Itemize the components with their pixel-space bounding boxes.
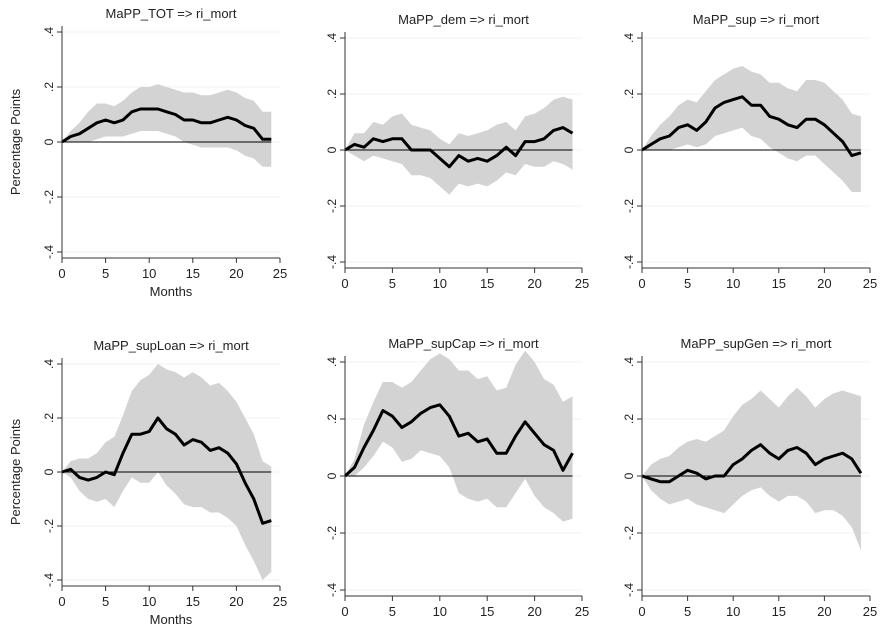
y-tick-label: -.4: [622, 255, 636, 269]
x-tick-label: 25: [863, 276, 877, 291]
chart-title: MaPP_supLoan => ri_mort: [93, 338, 249, 353]
chart-panel-5: MaPP_supCap => ri_mort -.4 -.2 0 .2 .4 0 5 10 15 2…: [300, 318, 590, 630]
y-tick-label: .4: [622, 33, 636, 43]
x-tick-label: 10: [433, 276, 447, 291]
y-tick-label: -.2: [622, 526, 636, 540]
chart-panel-3: MaPP_sup => ri_mort -.4 -.2 0 .2 .4 0 5 10 15 20 25: [600, 0, 880, 315]
y-tick-label: -.2: [42, 519, 56, 533]
x-tick-label: 25: [575, 604, 589, 619]
y-tick-label: -.4: [42, 245, 56, 259]
x-tick-label: 15: [772, 604, 786, 619]
y-tick-label: .2: [42, 82, 56, 92]
y-tick-label: .4: [622, 357, 636, 367]
y-tick-label: .4: [42, 359, 56, 369]
chart-title: MaPP_TOT => ri_mort: [105, 6, 236, 21]
confidence-band: [642, 387, 861, 551]
y-tick-label: -.2: [622, 199, 636, 213]
x-tick-label: 15: [186, 594, 200, 609]
x-tick-label: 0: [638, 604, 645, 619]
x-tick-label: 5: [102, 266, 109, 281]
x-tick-label: 5: [684, 276, 691, 291]
y-tick-label: -.4: [325, 255, 339, 269]
x-tick-label: 10: [433, 604, 447, 619]
response-line: [641, 95, 862, 158]
response-line: [61, 107, 272, 144]
x-tick-label: 10: [726, 604, 740, 619]
y-tick-label: .2: [42, 413, 56, 423]
x-tick-label: 20: [527, 604, 541, 619]
x-tick-label: 15: [480, 604, 494, 619]
chart-svg: MaPP_supLoan => ri_mort -.4 -.2 0 .2 .4 0 5 10 15…: [8, 338, 287, 627]
chart-title: MaPP_dem => ri_mort: [398, 12, 529, 27]
x-tick-label: 5: [389, 276, 396, 291]
y-tick-label: 0: [42, 138, 56, 145]
x-tick-label: 25: [273, 266, 287, 281]
x-tick-label: 20: [527, 276, 541, 291]
x-tick-label: 20: [817, 604, 831, 619]
y-tick-label: .4: [325, 357, 339, 367]
chart-svg: MaPP_sup => ri_mort -.4 -.2 0 .2 .4 0 5 10 15 20 25: [622, 12, 877, 291]
chart-title: MaPP_supCap => ri_mort: [388, 336, 539, 351]
x-tick-label: 15: [480, 276, 494, 291]
chart-svg: MaPP_supGen => ri_mort -.4 -.2 0 .2 .4 0 5 10 15 2…: [622, 336, 877, 619]
x-tick-label: 5: [684, 604, 691, 619]
x-tick-label: 10: [142, 266, 156, 281]
y-tick-label: 0: [622, 146, 636, 153]
y-tick-label: .2: [325, 89, 339, 99]
chart-svg: MaPP_supCap => ri_mort -.4 -.2 0 .2 .4 0 5 10 15 2…: [325, 336, 589, 619]
x-tick-label: 20: [229, 266, 243, 281]
x-tick-label: 20: [817, 276, 831, 291]
x-tick-label: 0: [58, 594, 65, 609]
y-tick-label: .2: [622, 414, 636, 424]
y-tick-label: 0: [42, 468, 56, 475]
y-axis-label: Percentage Points: [8, 418, 23, 525]
response-line: [641, 443, 863, 484]
chart-title: MaPP_supGen => ri_mort: [680, 336, 831, 351]
y-tick-label: 0: [325, 146, 339, 153]
response-line: [61, 416, 272, 525]
y-tick-label: -.4: [42, 573, 56, 587]
y-tick-label: 0: [622, 472, 636, 479]
x-tick-label: 20: [229, 594, 243, 609]
y-tick-label: -.4: [325, 583, 339, 597]
chart-panel-1: MaPP_TOT => ri_mort -.4 -.2 0 .2 .4 0 5 10 15 20 25…: [0, 0, 290, 315]
x-tick-label: 10: [142, 594, 156, 609]
x-tick-label: 25: [575, 276, 589, 291]
y-tick-label: -.2: [42, 190, 56, 204]
y-tick-label: .2: [325, 414, 339, 424]
y-tick-label: -.2: [325, 526, 339, 540]
chart-panel-2: MaPP_dem => ri_mort -.4 -.2 0 .2 .4 0 5 10 15 20 25: [300, 0, 590, 315]
x-axis-label: Months: [150, 284, 193, 299]
confidence-band: [62, 84, 272, 167]
x-tick-label: 0: [341, 276, 348, 291]
x-tick-label: 0: [58, 266, 65, 281]
y-tick-label: -.4: [622, 583, 636, 597]
x-tick-label: 5: [102, 594, 109, 609]
y-tick-label: .2: [622, 89, 636, 99]
y-tick-label: -.2: [325, 199, 339, 213]
x-tick-label: 10: [726, 276, 740, 291]
chart-svg: MaPP_TOT => ri_mort -.4 -.2 0 .2 .4 0 5 10 15 20 25…: [8, 6, 287, 299]
response-line: [344, 126, 574, 169]
y-axis-label: Percentage Points: [8, 88, 23, 195]
x-tick-label: 25: [273, 594, 287, 609]
chart-svg: MaPP_dem => ri_mort -.4 -.2 0 .2 .4 0 5 10 15 20 25: [325, 12, 589, 291]
x-tick-label: 15: [772, 276, 786, 291]
chart-panel-6: MaPP_supGen => ri_mort -.4 -.2 0 .2 .4 0 5 10 15 2…: [600, 318, 880, 630]
x-axis-label: Months: [150, 612, 193, 627]
y-tick-label: .4: [42, 27, 56, 37]
response-line: [343, 403, 574, 478]
y-tick-label: 0: [325, 472, 339, 479]
confidence-band: [345, 96, 573, 195]
x-tick-label: 0: [638, 276, 645, 291]
confidence-band: [642, 66, 861, 192]
x-tick-label: 15: [186, 266, 200, 281]
x-tick-label: 0: [341, 604, 348, 619]
x-tick-label: 5: [389, 604, 396, 619]
chart-title: MaPP_sup => ri_mort: [693, 12, 820, 27]
x-tick-label: 25: [863, 604, 877, 619]
y-tick-label: .4: [325, 33, 339, 43]
chart-panel-4: MaPP_supLoan => ri_mort -.4 -.2 0 .2 .4 0 5 10 15…: [0, 318, 290, 630]
